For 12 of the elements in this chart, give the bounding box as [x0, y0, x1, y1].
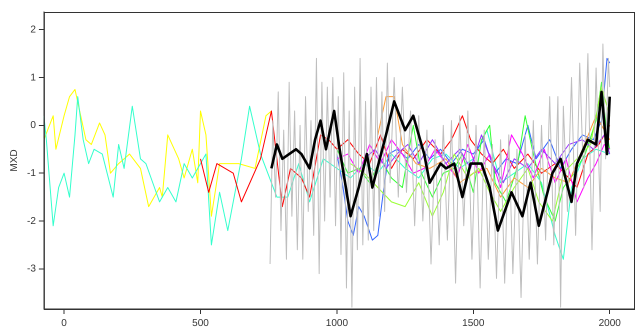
y-axis-title: MXD — [8, 149, 20, 172]
x-tick-label: 2000 — [598, 318, 622, 329]
y-tick-label: -2 — [26, 216, 36, 227]
x-tick-label: 500 — [192, 318, 210, 329]
x-tick-label: 1500 — [462, 318, 485, 329]
y-tick-label: -1 — [26, 168, 36, 179]
y-tick-label: 1 — [30, 72, 36, 84]
x-tick-label: 1000 — [326, 318, 348, 329]
y-tick-label: -3 — [26, 264, 36, 275]
y-tick-label: 0 — [30, 120, 36, 132]
y-tick-label: 2 — [30, 24, 36, 36]
x-tick-label: 0 — [61, 318, 68, 329]
